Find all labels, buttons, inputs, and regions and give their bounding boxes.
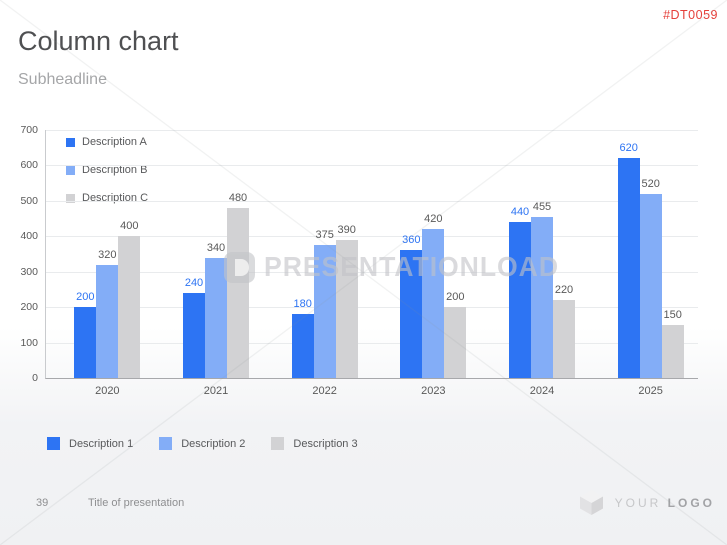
chart-legend-item: Description C (66, 192, 148, 204)
cube-logo-icon (579, 490, 603, 515)
bar-value-label: 455 (532, 200, 552, 213)
bar (553, 300, 575, 378)
bar (661, 324, 684, 378)
bar-value-label: 200 (446, 291, 465, 304)
chart-legend-label: Description C (82, 192, 149, 204)
chart-legend-label: Description A (82, 136, 147, 148)
page-number: 39 (36, 497, 49, 509)
bar-value-label: 420 (424, 213, 443, 226)
bar (509, 222, 531, 378)
bar-value-label: 180 (293, 298, 312, 311)
gridline (46, 271, 698, 273)
bar-value-label: 480 (228, 191, 248, 204)
legend-swatch-icon (47, 437, 60, 450)
bar (291, 314, 314, 378)
bar-value-label: 200 (76, 291, 95, 304)
footer-title: Title of presentation (88, 497, 185, 509)
bar (183, 292, 205, 378)
bar-value-label: 240 (184, 276, 204, 289)
bar (639, 193, 662, 378)
bar (205, 257, 227, 378)
legend-swatch-icon (271, 437, 285, 450)
bar-value-label: 520 (641, 177, 660, 190)
bottom-legend-label: Description 1 (69, 437, 134, 450)
gridline (46, 165, 698, 167)
logo-text-light: YOUR (614, 495, 662, 510)
product-code: #DT0059 (663, 8, 718, 22)
bar (118, 236, 141, 378)
bar (617, 158, 640, 378)
y-axis-tick-label: 600 (20, 159, 38, 172)
bar (531, 216, 553, 378)
gridline (46, 200, 698, 202)
bar (313, 245, 336, 378)
y-axis-tick-label: 200 (20, 301, 38, 314)
chart-legend-label: Description B (82, 164, 148, 176)
bar (96, 264, 119, 378)
legend-swatch-icon (66, 137, 75, 147)
bar-value-label: 340 (206, 241, 226, 254)
chart-legend-item: Description A (66, 136, 148, 148)
bottom-legend-label: Description 3 (293, 437, 358, 450)
gridline (46, 130, 698, 131)
bar (400, 250, 423, 378)
chart-legend: Description A Description B Description C (66, 136, 148, 220)
y-axis-tick-label: 100 (20, 336, 38, 349)
gridline (46, 342, 698, 344)
bar (422, 229, 445, 378)
y-axis-tick-label: 0 (32, 372, 38, 384)
x-axis-category-label: 2025 (638, 385, 663, 397)
bar-value-label: 320 (98, 248, 117, 261)
bar-value-label: 220 (554, 284, 574, 297)
subheadline: Subheadline (18, 71, 107, 88)
bar (227, 207, 249, 378)
bar-value-label: 150 (663, 308, 682, 321)
bar-value-label: 390 (337, 223, 356, 236)
y-axis-tick-label: 500 (20, 194, 38, 207)
x-axis-category-label: 2023 (421, 385, 446, 397)
bottom-legend-item: Description 2 (159, 437, 245, 450)
bar (444, 307, 467, 378)
gridline (46, 307, 698, 309)
logo-text-bold: LOGO (667, 495, 715, 510)
bottom-legend: Description 1 Description 2 Description 3 (47, 437, 384, 450)
column-chart-plot-area: Description A Description B Description C … (20, 124, 698, 397)
y-axis-tick-label: 400 (20, 230, 38, 243)
logo-text: YOUR LOGO (615, 496, 715, 510)
bar-value-label: 620 (619, 142, 638, 155)
y-axis-tick-label: 300 (20, 265, 38, 278)
page-title: Column chart (18, 26, 179, 56)
chart-legend-item: Description B (66, 164, 148, 176)
your-logo: YOUR LOGO (579, 489, 715, 516)
bar-value-label: 360 (402, 234, 421, 247)
x-axis-category-label: 2021 (203, 385, 229, 397)
x-axis-category-label: 2020 (95, 385, 120, 397)
bottom-legend-label: Description 2 (181, 437, 246, 450)
bar (335, 239, 358, 378)
bottom-legend-item: Description 1 (47, 437, 133, 450)
legend-swatch-icon (159, 437, 173, 450)
legend-swatch-icon (66, 165, 75, 175)
x-axis-category-label: 2022 (312, 385, 337, 397)
legend-swatch-icon (66, 193, 75, 203)
bar-value-label: 375 (315, 229, 334, 242)
gridline (46, 236, 698, 238)
x-axis-category-label: 2024 (529, 385, 555, 397)
bar-value-label: 440 (510, 206, 530, 219)
bar (74, 307, 97, 378)
bar-value-label: 400 (120, 220, 139, 233)
y-axis-tick-label: 700 (20, 124, 38, 136)
bottom-legend-item: Description 3 (271, 437, 358, 450)
